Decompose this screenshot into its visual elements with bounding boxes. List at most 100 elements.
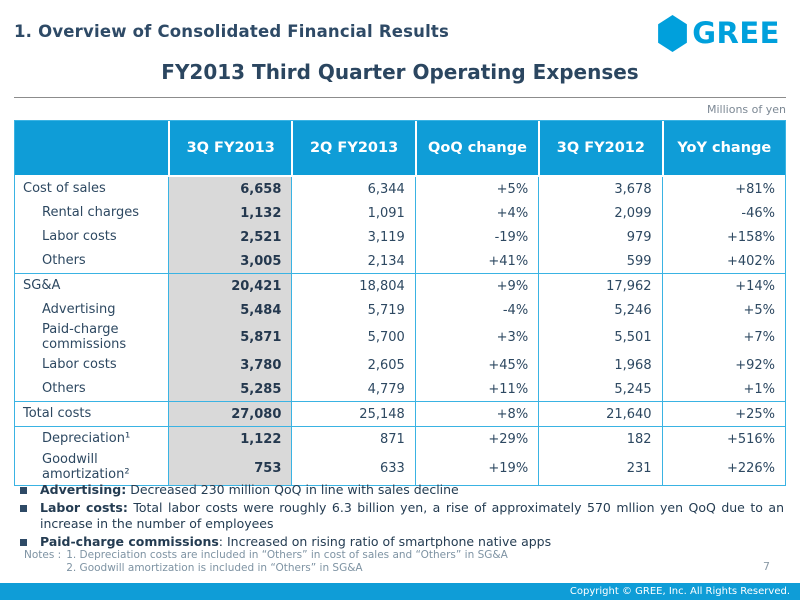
table-row-total-costs: Total costs 27,080 25,148 +8% 21,640 +25… bbox=[15, 401, 785, 426]
table-row-sga: SG&A 20,421 18,804 +9% 17,962 +14% bbox=[15, 273, 785, 298]
bullet-square-icon bbox=[20, 539, 27, 546]
row-label: Labor costs bbox=[42, 356, 117, 372]
table-row-rental-charges: Rental charges 1,132 1,091 +4% 2,099 -46… bbox=[15, 201, 785, 225]
row-label: Goodwill amortization² bbox=[42, 452, 130, 482]
cell-value: +92% bbox=[661, 353, 785, 377]
cell-value: 21,640 bbox=[538, 402, 661, 426]
bullet-label: Advertising: bbox=[40, 482, 127, 497]
cell-value: 5,245 bbox=[538, 377, 661, 401]
cell-value: +11% bbox=[414, 377, 538, 401]
logo-text: GREE bbox=[692, 16, 780, 50]
cell-value: +19% bbox=[414, 451, 538, 485]
cell-value: 2,605 bbox=[291, 353, 414, 377]
cell-value: 5,501 bbox=[538, 322, 661, 353]
gree-logo: GREE bbox=[656, 15, 780, 52]
bullet-body: : Increased on rising ratio of smartphon… bbox=[218, 534, 552, 549]
cell-value: 3,119 bbox=[291, 225, 414, 249]
cell-value: 2,099 bbox=[538, 201, 661, 225]
cell-value: -19% bbox=[414, 225, 538, 249]
cell-value: 599 bbox=[538, 249, 661, 273]
table-row-cost-of-sales: Cost of sales 6,658 6,344 +5% 3,678 +81% bbox=[15, 177, 785, 201]
bullet-text: Paid-charge commissions: Increased on ri… bbox=[40, 534, 784, 550]
page-title: 1. Overview of Consolidated Financial Re… bbox=[14, 22, 450, 41]
cell-value: +226% bbox=[661, 451, 785, 485]
cell-value: 753 bbox=[168, 451, 292, 485]
header-cell-blank bbox=[15, 121, 168, 175]
row-label: Labor costs bbox=[42, 228, 117, 244]
units-label: Millions of yen bbox=[707, 103, 786, 116]
cell-value: +1% bbox=[661, 377, 785, 401]
cell-value: +45% bbox=[414, 353, 538, 377]
cell-value: 633 bbox=[291, 451, 414, 485]
bullet-text: Labor costs: Total labor costs were roug… bbox=[40, 500, 784, 532]
table-row-labor-costs-cos: Labor costs 2,521 3,119 -19% 979 +158% bbox=[15, 225, 785, 249]
cell-value: 1,091 bbox=[291, 201, 414, 225]
header-cell-3q-fy2012: 3Q FY2012 bbox=[538, 121, 661, 175]
footer-bar: Copyright © GREE, Inc. All Rights Reserv… bbox=[0, 583, 800, 600]
page-number: 7 bbox=[763, 560, 770, 573]
cell-value: +41% bbox=[414, 249, 538, 273]
cell-value: 979 bbox=[538, 225, 661, 249]
bullet-text: Advertising: Decreased 230 million QoQ i… bbox=[40, 482, 784, 498]
cell-value: +25% bbox=[661, 402, 785, 426]
row-label: Cost of sales bbox=[23, 180, 106, 196]
bullet-list: Advertising: Decreased 230 million QoQ i… bbox=[18, 482, 784, 552]
cell-value: +29% bbox=[414, 427, 538, 451]
cell-value: +7% bbox=[661, 322, 785, 353]
row-label: Others bbox=[42, 380, 86, 396]
cell-value: 182 bbox=[538, 427, 661, 451]
cell-value: 1,132 bbox=[168, 201, 292, 225]
header-cell-qoq-change: QoQ change bbox=[414, 121, 538, 175]
header-cell-2q-fy2013: 2Q FY2013 bbox=[291, 121, 414, 175]
bullet-body: Decreased 230 million QoQ in line with s… bbox=[126, 482, 459, 497]
cell-value: 2,521 bbox=[168, 225, 292, 249]
cell-value: +5% bbox=[414, 177, 538, 201]
header-cell-yoy-change: YoY change bbox=[661, 121, 785, 175]
operating-expenses-table: 3Q FY2013 2Q FY2013 QoQ change 3Q FY2012… bbox=[14, 120, 786, 486]
bullet-square-icon bbox=[20, 505, 27, 512]
cell-value: +81% bbox=[661, 177, 785, 201]
row-label: Rental charges bbox=[42, 204, 139, 220]
bullet-label: Labor costs: bbox=[40, 500, 128, 515]
cell-value: -46% bbox=[661, 201, 785, 225]
cell-value: +14% bbox=[661, 274, 785, 298]
cell-value: 5,484 bbox=[168, 298, 292, 322]
note-line-1: 1. Depreciation costs are included in “O… bbox=[66, 549, 508, 561]
bullet-square-icon bbox=[20, 487, 27, 494]
row-label: Depreciation¹ bbox=[42, 430, 131, 446]
cell-value: +516% bbox=[661, 427, 785, 451]
cell-value: +4% bbox=[414, 201, 538, 225]
cell-value: 4,779 bbox=[291, 377, 414, 401]
footer-copyright: Copyright © GREE, Inc. All Rights Reserv… bbox=[569, 586, 790, 597]
cell-value: 3,678 bbox=[538, 177, 661, 201]
cell-value: 2,134 bbox=[291, 249, 414, 273]
cell-value: 25,148 bbox=[291, 402, 414, 426]
table-row-goodwill-amortization: Goodwill amortization² 753 633 +19% 231 … bbox=[15, 451, 785, 485]
row-label: Others bbox=[42, 252, 86, 268]
table-row-paid-charge-commissions: Paid-charge commissions 5,871 5,700 +3% … bbox=[15, 322, 785, 353]
cell-value: 5,719 bbox=[291, 298, 414, 322]
cell-value: 1,122 bbox=[168, 427, 292, 451]
row-label: Total costs bbox=[23, 405, 92, 421]
cell-value: 3,005 bbox=[168, 249, 292, 273]
cell-value: 18,804 bbox=[291, 274, 414, 298]
cell-value: +158% bbox=[661, 225, 785, 249]
bullet-item-advertising: Advertising: Decreased 230 million QoQ i… bbox=[18, 482, 784, 498]
bullet-body: Total labor costs were roughly 6.3 billi… bbox=[40, 500, 784, 531]
cell-value: 27,080 bbox=[168, 402, 292, 426]
bullet-label: Paid-charge commissions bbox=[40, 534, 219, 549]
row-label: Paid-charge commissions bbox=[42, 321, 127, 352]
title-divider bbox=[14, 97, 786, 98]
cell-value: 1,968 bbox=[538, 353, 661, 377]
table-header-row: 3Q FY2013 2Q FY2013 QoQ change 3Q FY2012… bbox=[15, 121, 785, 177]
cell-value: 3,780 bbox=[168, 353, 292, 377]
cell-value: +8% bbox=[414, 402, 538, 426]
row-label: Advertising bbox=[42, 301, 116, 317]
hexagon-icon bbox=[658, 15, 688, 52]
cell-value: -4% bbox=[414, 298, 538, 322]
bullet-item-labor-costs: Labor costs: Total labor costs were roug… bbox=[18, 500, 784, 532]
cell-value: 5,285 bbox=[168, 377, 292, 401]
cell-value: +402% bbox=[661, 249, 785, 273]
table-row-labor-costs-sga: Labor costs 3,780 2,605 +45% 1,968 +92% bbox=[15, 353, 785, 377]
